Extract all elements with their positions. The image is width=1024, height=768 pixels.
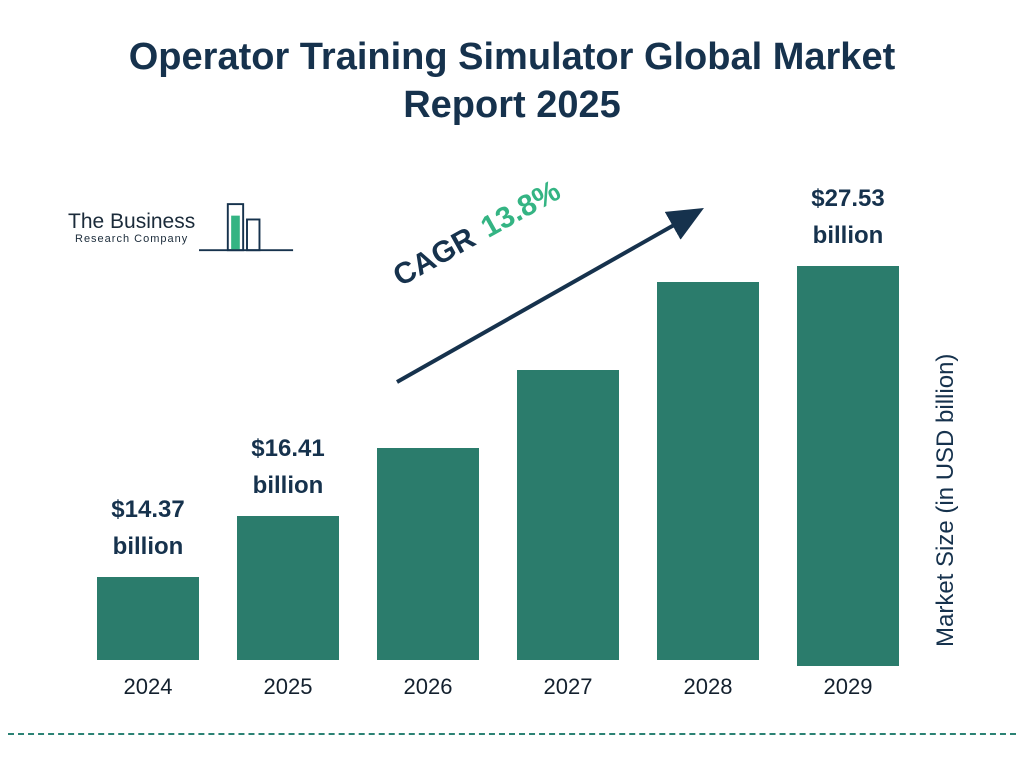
page-title: Operator Training Simulator Global Marke… [128, 36, 896, 126]
bar-year-label: 2027 [543, 674, 593, 699]
bar-value-label: $14.37 billion [111, 495, 185, 560]
bar-year-label: 2028 [683, 674, 733, 699]
y-axis-label: Market Size (in USD billion) [932, 353, 959, 647]
bar [237, 516, 339, 660]
bar [657, 282, 759, 660]
bar-year-label: 2026 [403, 674, 453, 699]
cagr-arrow [396, 208, 704, 384]
logo-line2: Research Company [75, 232, 189, 245]
bar [517, 370, 619, 660]
company-logo: The Business Research Company [68, 196, 295, 254]
bar-chart: $14.37 billion 2024 $16.41 billion 2025 2026… [78, 180, 918, 700]
bar [797, 266, 899, 666]
bar-column: 2026 [358, 180, 498, 700]
bar-year-label: 2024 [123, 674, 173, 699]
bar-value-label: $16.41 billion [251, 434, 325, 499]
bar-column: $14.37 billion 2024 [78, 180, 218, 700]
bar-column: $27.53 billion 2029 [778, 180, 918, 700]
bar-column: 2028 [638, 180, 778, 700]
bottom-divider [8, 733, 1016, 735]
bar-year-label: 2025 [263, 674, 313, 699]
bar [377, 448, 479, 660]
bar-column: $16.41 billion 2025 [218, 180, 358, 700]
bar-column: 2027 [498, 180, 638, 700]
bar [97, 577, 199, 660]
logo-text: The Business Research Company [68, 210, 195, 246]
bar-year-label: 2029 [823, 674, 873, 699]
logo-bar-chart-icon [199, 203, 294, 252]
bar-value-label: $27.53 billion [811, 185, 885, 250]
logo-line1: The Business [68, 209, 196, 233]
